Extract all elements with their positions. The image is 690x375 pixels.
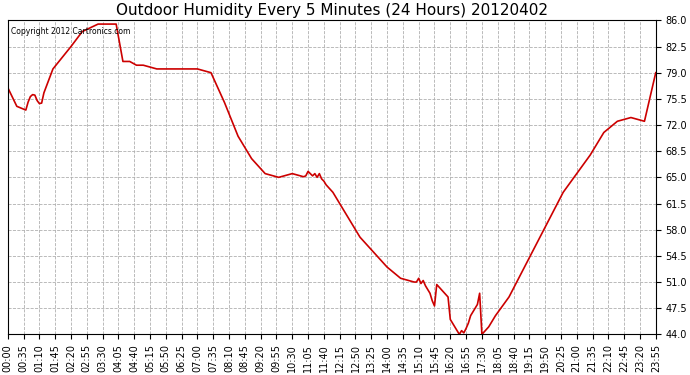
Text: Copyright 2012 Cartronics.com: Copyright 2012 Cartronics.com [11,27,130,36]
Title: Outdoor Humidity Every 5 Minutes (24 Hours) 20120402: Outdoor Humidity Every 5 Minutes (24 Hou… [116,3,548,18]
